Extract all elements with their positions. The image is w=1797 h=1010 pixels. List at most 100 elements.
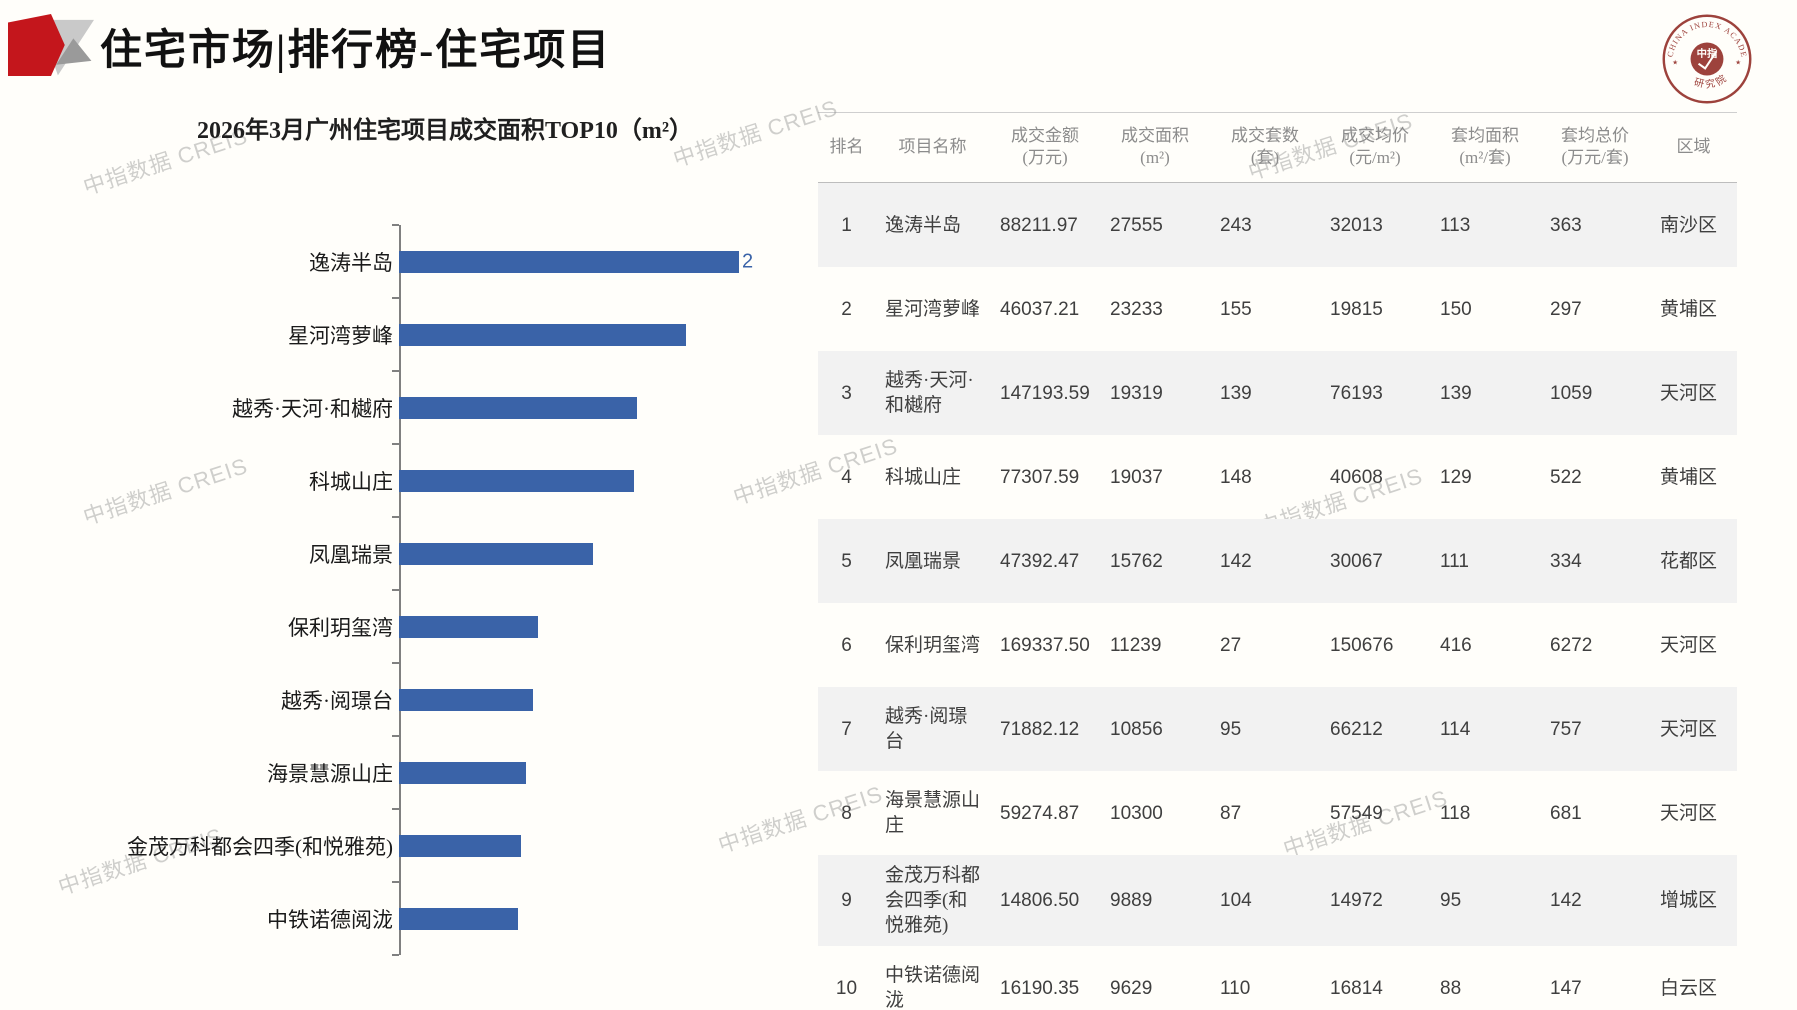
seal-inner-disc	[1690, 42, 1724, 76]
table-cell: 19815	[1330, 298, 1383, 320]
china-index-academy-seal-logo: CHINA INDEX ACADEMY 研究院 ★ ★ 中指	[1660, 12, 1752, 104]
table-row: 4 科城山庄 77307.59 19037 148 40608 129 522 黄埔区	[818, 435, 1737, 519]
table-cell: 9889	[1100, 855, 1210, 946]
table-cell: 5	[818, 519, 875, 603]
table-cell: 19319	[1100, 351, 1210, 435]
table-cell: 40608	[1330, 466, 1383, 488]
table-row: 7 越秀·阅璟台 71882.12 10856 95 66212 114 757 天河区	[818, 687, 1737, 771]
chart-row: 海景慧源山庄	[64, 736, 756, 809]
chart-axis-tick	[392, 881, 399, 883]
chart-axis-tick	[392, 224, 399, 226]
chart-plot-area	[399, 517, 753, 590]
chart-category-label: 凤凰瑞景	[309, 542, 393, 567]
table-row: 5 凤凰瑞景 47392.47 15762 142 30067 111 334 花都区	[818, 519, 1737, 603]
table-cell: 155	[1220, 298, 1252, 320]
chart-bar	[399, 907, 518, 930]
table-cell: 110	[1210, 946, 1320, 1010]
table-row: 9 金茂万科都会四季(和悦雅苑) 14806.50 9889 104 14972 95 142…	[818, 855, 1737, 946]
table-column-header: 成交面积 (m²)	[1100, 112, 1210, 183]
table-cell: 星河湾萝峰	[885, 298, 981, 320]
table-cell: 6	[841, 634, 852, 656]
table-cell: 黄埔区	[1660, 298, 1718, 320]
table-cell: 16190.35	[990, 946, 1100, 1010]
chart-category-label: 越秀·阅璟台	[281, 688, 393, 713]
chart-bar	[399, 761, 527, 784]
table-cell: 57549	[1330, 802, 1383, 824]
chart-plot-area	[399, 371, 753, 444]
table-cell: 越秀·天河·和樾府	[875, 351, 990, 435]
chart-category-label: 金茂万科都会四季(和悦雅苑)	[127, 834, 393, 859]
chart-category-label: 海景慧源山庄	[267, 761, 393, 786]
table-column-header: 成交均价 (元/m²)	[1320, 112, 1430, 183]
table-cell: 334	[1540, 519, 1650, 603]
chart-axis-tick	[392, 589, 399, 591]
seal-star-left: ★	[1672, 59, 1678, 67]
table-cell: 681	[1550, 802, 1582, 824]
chart-row: 逸涛半岛 27555	[64, 225, 756, 298]
chart-bar	[399, 323, 686, 346]
table-cell: 27555	[1100, 182, 1210, 267]
chart-bar	[399, 396, 638, 419]
chart-axis-tick	[392, 735, 399, 737]
chart-axis-tick	[392, 443, 399, 445]
chart-bar	[399, 688, 533, 711]
table-column-header: 成交套数 (套)	[1210, 112, 1320, 183]
chart-bar	[399, 615, 538, 638]
table-cell: 8	[841, 802, 852, 824]
table-cell: 黄埔区	[1660, 466, 1718, 488]
table-cell: 凤凰瑞景	[875, 519, 990, 603]
chart-bar	[399, 542, 594, 565]
chart-bar	[399, 834, 522, 857]
chart-bar-value-label: 27555	[742, 250, 753, 272]
table-cell: 南沙区	[1650, 182, 1737, 267]
chart-title: 2026年3月广州住宅项目成交面积TOP10（m²）	[196, 118, 694, 144]
table-row: 10 中铁诺德阅泷 16190.35 9629 110 16814 88 147 白云区	[818, 946, 1737, 1010]
chart-row: 科城山庄	[64, 444, 756, 517]
bar-chart: 逸涛半岛 27555 星河湾萝峰越秀·天河·和樾府科城山庄凤凰瑞景保利玥玺湾越秀·阅…	[64, 224, 756, 956]
chart-axis-tick	[392, 662, 399, 664]
table-cell: 76193	[1320, 351, 1430, 435]
table-column-header: 项目名称	[875, 112, 990, 183]
chart-category-label: 越秀·天河·和樾府	[232, 396, 393, 421]
table-cell: 白云区	[1650, 946, 1737, 1010]
table-cell: 47392.47	[990, 519, 1100, 603]
chart-row: 凤凰瑞景	[64, 517, 756, 590]
table-cell: 147193.59	[990, 351, 1100, 435]
table-cell: 416	[1440, 634, 1472, 656]
table-cell: 保利玥玺湾	[885, 634, 981, 656]
table-column-header: 套均总价 (万元/套)	[1540, 112, 1650, 183]
table-cell: 150	[1440, 298, 1472, 320]
chart-bar	[399, 469, 634, 492]
table-cell: 32013	[1320, 182, 1430, 267]
table-cell: 147	[1540, 946, 1650, 1010]
table-cell: 30067	[1320, 519, 1430, 603]
chart-category-label: 星河湾萝峰	[288, 323, 393, 348]
table-cell: 14972	[1320, 855, 1430, 946]
table-cell: 中铁诺德阅泷	[875, 946, 990, 1010]
table-cell: 142	[1540, 855, 1650, 946]
chart-bar	[399, 250, 739, 273]
table-cell: 3	[818, 351, 875, 435]
table-cell: 59274.87	[1000, 802, 1080, 824]
chart-axis-tick	[392, 808, 399, 810]
table-row: 8 海景慧源山庄 59274.87 10300 87 57549 118 681 天河区	[818, 771, 1737, 855]
table-cell: 逸涛半岛	[875, 182, 990, 267]
table-cell: 113	[1430, 182, 1540, 267]
table-cell: 150676	[1330, 634, 1394, 656]
chart-row: 越秀·阅璟台	[64, 663, 756, 736]
table-row: 2 星河湾萝峰 46037.21 23233 155 19815 150 297 黄埔区	[818, 267, 1737, 351]
table-cell: 114	[1430, 687, 1540, 771]
table-cell: 297	[1550, 298, 1582, 320]
table-cell: 88211.97	[990, 182, 1100, 267]
table-cell: 海景慧源山庄	[885, 790, 981, 836]
table-cell: 9629	[1100, 946, 1210, 1010]
table-cell: 10300	[1110, 802, 1163, 824]
chart-category-label: 科城山庄	[309, 469, 393, 494]
chart-row: 越秀·天河·和樾府	[64, 371, 756, 444]
chart-y-axis-line	[399, 225, 401, 955]
table-cell: 花都区	[1650, 519, 1737, 603]
table-cell: 天河区	[1660, 634, 1718, 656]
table-cell: 10	[818, 946, 875, 1010]
table-cell: 9	[818, 855, 875, 946]
chart-category-label: 逸涛半岛	[309, 250, 393, 275]
